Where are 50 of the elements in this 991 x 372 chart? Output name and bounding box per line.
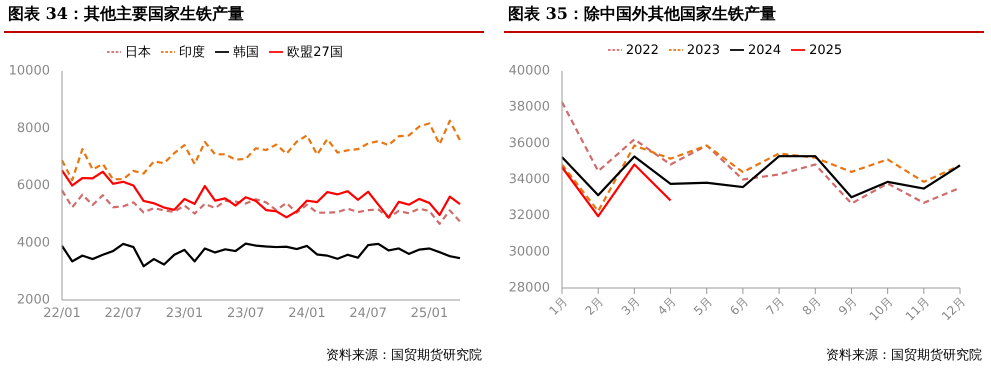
text: 资料来源：国贸期货研究院 — [826, 347, 982, 364]
chart-title: 图表 35：除中国外其他国家生铁产量 — [508, 4, 776, 25]
line-series — [60, 189, 462, 225]
x-tick-label: 22/01 — [43, 306, 81, 322]
legend-label: 2023 — [686, 43, 720, 58]
text: 资料来源：国贸期货研究院 — [326, 347, 482, 364]
x-tick-label: 25/01 — [410, 306, 448, 322]
y-tick-label: 6000 — [16, 178, 50, 193]
y-tick-label: 2000 — [16, 292, 50, 308]
line-series — [560, 155, 962, 198]
x-tick-label: 7月 — [763, 294, 788, 318]
x-tick-label: 24/01 — [288, 306, 326, 322]
x-tick-label: 1月 — [546, 294, 570, 318]
x-tick-label: 2月 — [582, 294, 606, 318]
line-series — [60, 169, 462, 219]
x-tick-label: 12月 — [938, 294, 968, 324]
x-tick-label: 11月 — [902, 294, 932, 324]
line-series — [560, 163, 672, 218]
x-tick-label: 6月 — [727, 294, 752, 318]
x-tick-label: 9月 — [836, 294, 860, 318]
x-tick-label: 23/01 — [166, 306, 204, 322]
x-tick-label: 22/07 — [104, 306, 142, 322]
legend-label: 2025 — [809, 43, 842, 58]
y-tick-label: 32000 — [508, 208, 550, 224]
x-tick-label: 3月 — [618, 294, 643, 318]
y-tick-label: 38000 — [508, 100, 550, 115]
chart-title: 图表 34：其他主要国家生铁产量 — [8, 4, 244, 25]
line-series — [60, 120, 462, 182]
x-tick-label: 24/07 — [349, 306, 387, 322]
y-tick-label: 40000 — [508, 64, 550, 78]
y-tick-label: 8000 — [16, 120, 50, 136]
x-tick-label: 23/07 — [226, 306, 264, 322]
y-tick-label: 36000 — [508, 136, 550, 151]
legend-label: 2024 — [748, 43, 782, 58]
legend-label: 日本 — [125, 45, 152, 60]
x-tick-label: 10月 — [866, 294, 896, 324]
legend-label: 2022 — [626, 43, 659, 58]
line-series — [560, 144, 962, 212]
legend-label: 印度 — [179, 45, 206, 60]
x-tick-label: 4月 — [654, 294, 679, 318]
line-series — [60, 242, 462, 268]
y-tick-label: 10000 — [8, 64, 50, 78]
x-tick-label: 5月 — [691, 294, 715, 318]
legend-label: 韩国 — [233, 45, 260, 60]
y-tick-label: 4000 — [16, 235, 50, 250]
x-tick-label: 8月 — [800, 294, 824, 318]
y-tick-label: 28000 — [508, 280, 550, 296]
legend-label: 欧盟27国 — [287, 45, 343, 60]
y-tick-label: 34000 — [508, 172, 550, 187]
y-tick-label: 30000 — [508, 244, 550, 260]
